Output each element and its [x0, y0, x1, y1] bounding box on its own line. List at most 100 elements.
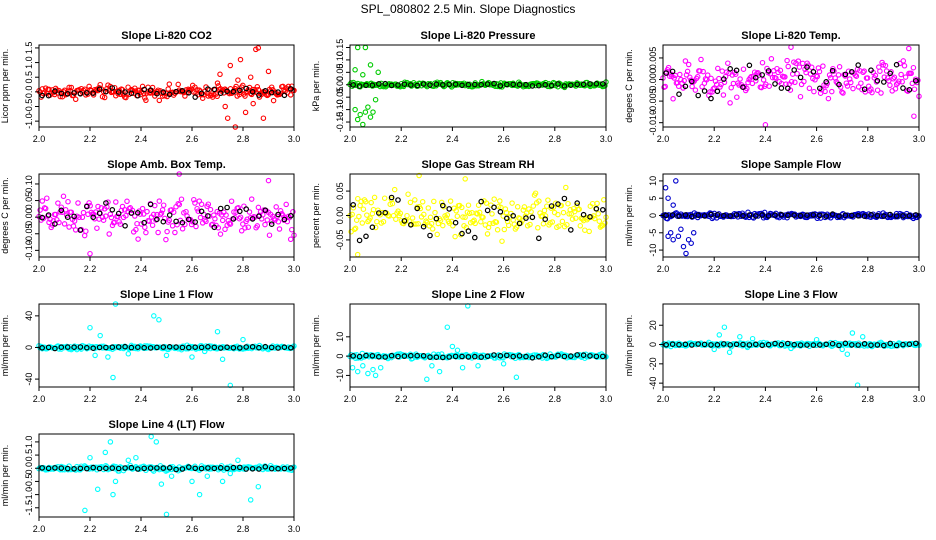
data-point — [264, 217, 271, 223]
reference-point — [230, 344, 237, 351]
data-point — [68, 84, 75, 91]
reference-point — [375, 210, 382, 216]
reference-point — [880, 213, 887, 219]
data-point — [595, 211, 601, 217]
data-point — [409, 215, 416, 221]
data-point — [797, 93, 804, 100]
data-point — [698, 56, 704, 63]
reference-point — [363, 352, 369, 359]
data-point — [374, 218, 380, 225]
reference-point — [96, 86, 103, 93]
reference-point — [433, 215, 440, 222]
reference-point — [701, 341, 708, 348]
panel-title: Slope Li-820 Pressure — [421, 30, 536, 42]
x-tick-label: 2.6 — [186, 134, 199, 144]
data-point — [839, 89, 845, 95]
data-point — [432, 209, 438, 216]
data-point — [146, 218, 152, 224]
data-point — [708, 75, 714, 82]
outlier-point — [365, 104, 371, 110]
reference-point — [186, 216, 192, 223]
data-point — [423, 218, 429, 224]
reference-point — [912, 212, 919, 218]
outlier-point — [204, 473, 211, 479]
data-point — [188, 221, 195, 228]
reference-point — [676, 341, 682, 348]
reference-point — [211, 465, 218, 472]
outlier-point — [189, 478, 195, 485]
data-point — [850, 85, 856, 92]
data-point — [528, 209, 534, 215]
outlier-point — [372, 96, 379, 103]
outlier-point — [196, 491, 203, 498]
reference-point — [363, 82, 369, 89]
y-tick-label: -0.5 — [24, 474, 34, 490]
data-point — [166, 217, 173, 224]
data-point — [233, 83, 239, 90]
reference-point — [497, 209, 504, 215]
data-point — [601, 197, 607, 203]
reference-point — [154, 344, 160, 351]
reference-point — [109, 465, 116, 471]
data-point — [262, 221, 268, 228]
data-point — [887, 82, 893, 89]
data-point — [52, 211, 59, 218]
outlier-point — [158, 481, 165, 487]
outlier-point — [377, 364, 384, 371]
outlier-point — [219, 356, 226, 363]
reference-point — [135, 92, 141, 99]
reference-point — [720, 76, 727, 82]
data-point — [576, 206, 582, 212]
data-point — [720, 92, 727, 98]
data-point — [248, 196, 255, 202]
reference-point — [446, 81, 453, 88]
reference-point — [205, 465, 211, 471]
data-point — [489, 211, 495, 217]
data-point — [371, 194, 378, 201]
reference-point — [823, 213, 830, 219]
reference-point — [147, 201, 154, 208]
data-point — [156, 198, 163, 204]
data-point — [478, 219, 484, 225]
reference-point — [695, 341, 702, 347]
x-tick-label: 2.2 — [708, 134, 721, 144]
y-tick-label: -1.5 — [24, 500, 34, 516]
reference-point — [275, 89, 281, 95]
data-point — [254, 223, 261, 229]
data-point — [480, 214, 486, 221]
y-axis-label: ml/min per min. — [0, 315, 10, 377]
x-tick-label: 2.0 — [657, 264, 670, 274]
data-point — [808, 64, 815, 71]
reference-point — [249, 465, 256, 472]
reference-point — [548, 203, 555, 209]
data-point — [228, 198, 235, 204]
reference-point — [900, 213, 906, 219]
data-point — [840, 90, 846, 96]
reference-point — [45, 344, 52, 351]
y-axis-label: kPa per min. — [311, 61, 321, 112]
data-point — [769, 74, 776, 81]
reference-point — [740, 84, 746, 91]
x-tick-label: 2.8 — [862, 134, 875, 144]
data-point — [39, 198, 46, 204]
x-tick-label: 2.0 — [344, 134, 357, 144]
data-point — [716, 75, 722, 82]
data-point — [266, 232, 273, 238]
data-point — [198, 201, 205, 208]
x-tick-label: 2.4 — [759, 134, 772, 144]
reference-point — [439, 354, 446, 361]
data-point — [784, 57, 790, 64]
data-point — [549, 219, 556, 225]
reference-point — [243, 344, 250, 350]
reference-point — [772, 212, 778, 218]
reference-point — [268, 221, 275, 228]
data-point — [499, 238, 505, 244]
data-point — [788, 78, 795, 85]
reference-point — [574, 352, 581, 358]
data-point — [486, 220, 493, 227]
reference-point — [427, 232, 433, 239]
y-tick-label: -5 — [648, 229, 658, 237]
reference-point — [669, 341, 676, 348]
reference-point — [804, 64, 810, 70]
outlier-point — [265, 177, 272, 184]
